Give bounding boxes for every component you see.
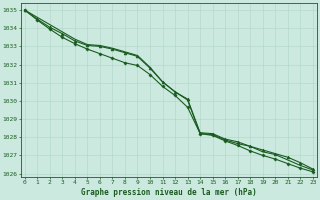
X-axis label: Graphe pression niveau de la mer (hPa): Graphe pression niveau de la mer (hPa) [81, 188, 257, 197]
